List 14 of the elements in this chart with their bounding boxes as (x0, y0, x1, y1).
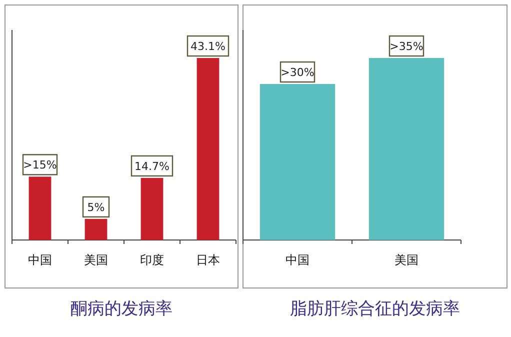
x-tick-label: 印度 (140, 253, 164, 267)
x-tick-label: 日本 (196, 253, 220, 267)
x-tick-label: 中国 (286, 253, 310, 267)
x-tick-label: 美国 (84, 253, 108, 267)
text: 脂肪肝综合征的发病率 (290, 299, 460, 319)
text: 酮病的发病率 (70, 299, 172, 319)
data-label: >15% (23, 158, 57, 172)
data-label: 43.1% (190, 40, 226, 53)
x-tick-label: 中国 (28, 253, 52, 267)
data-label: >30% (280, 66, 314, 79)
data-label: 14.7% (134, 160, 170, 173)
x-tick-label: 美国 (394, 253, 418, 267)
data-label: 5% (87, 200, 105, 214)
data-label: >35% (390, 40, 424, 53)
